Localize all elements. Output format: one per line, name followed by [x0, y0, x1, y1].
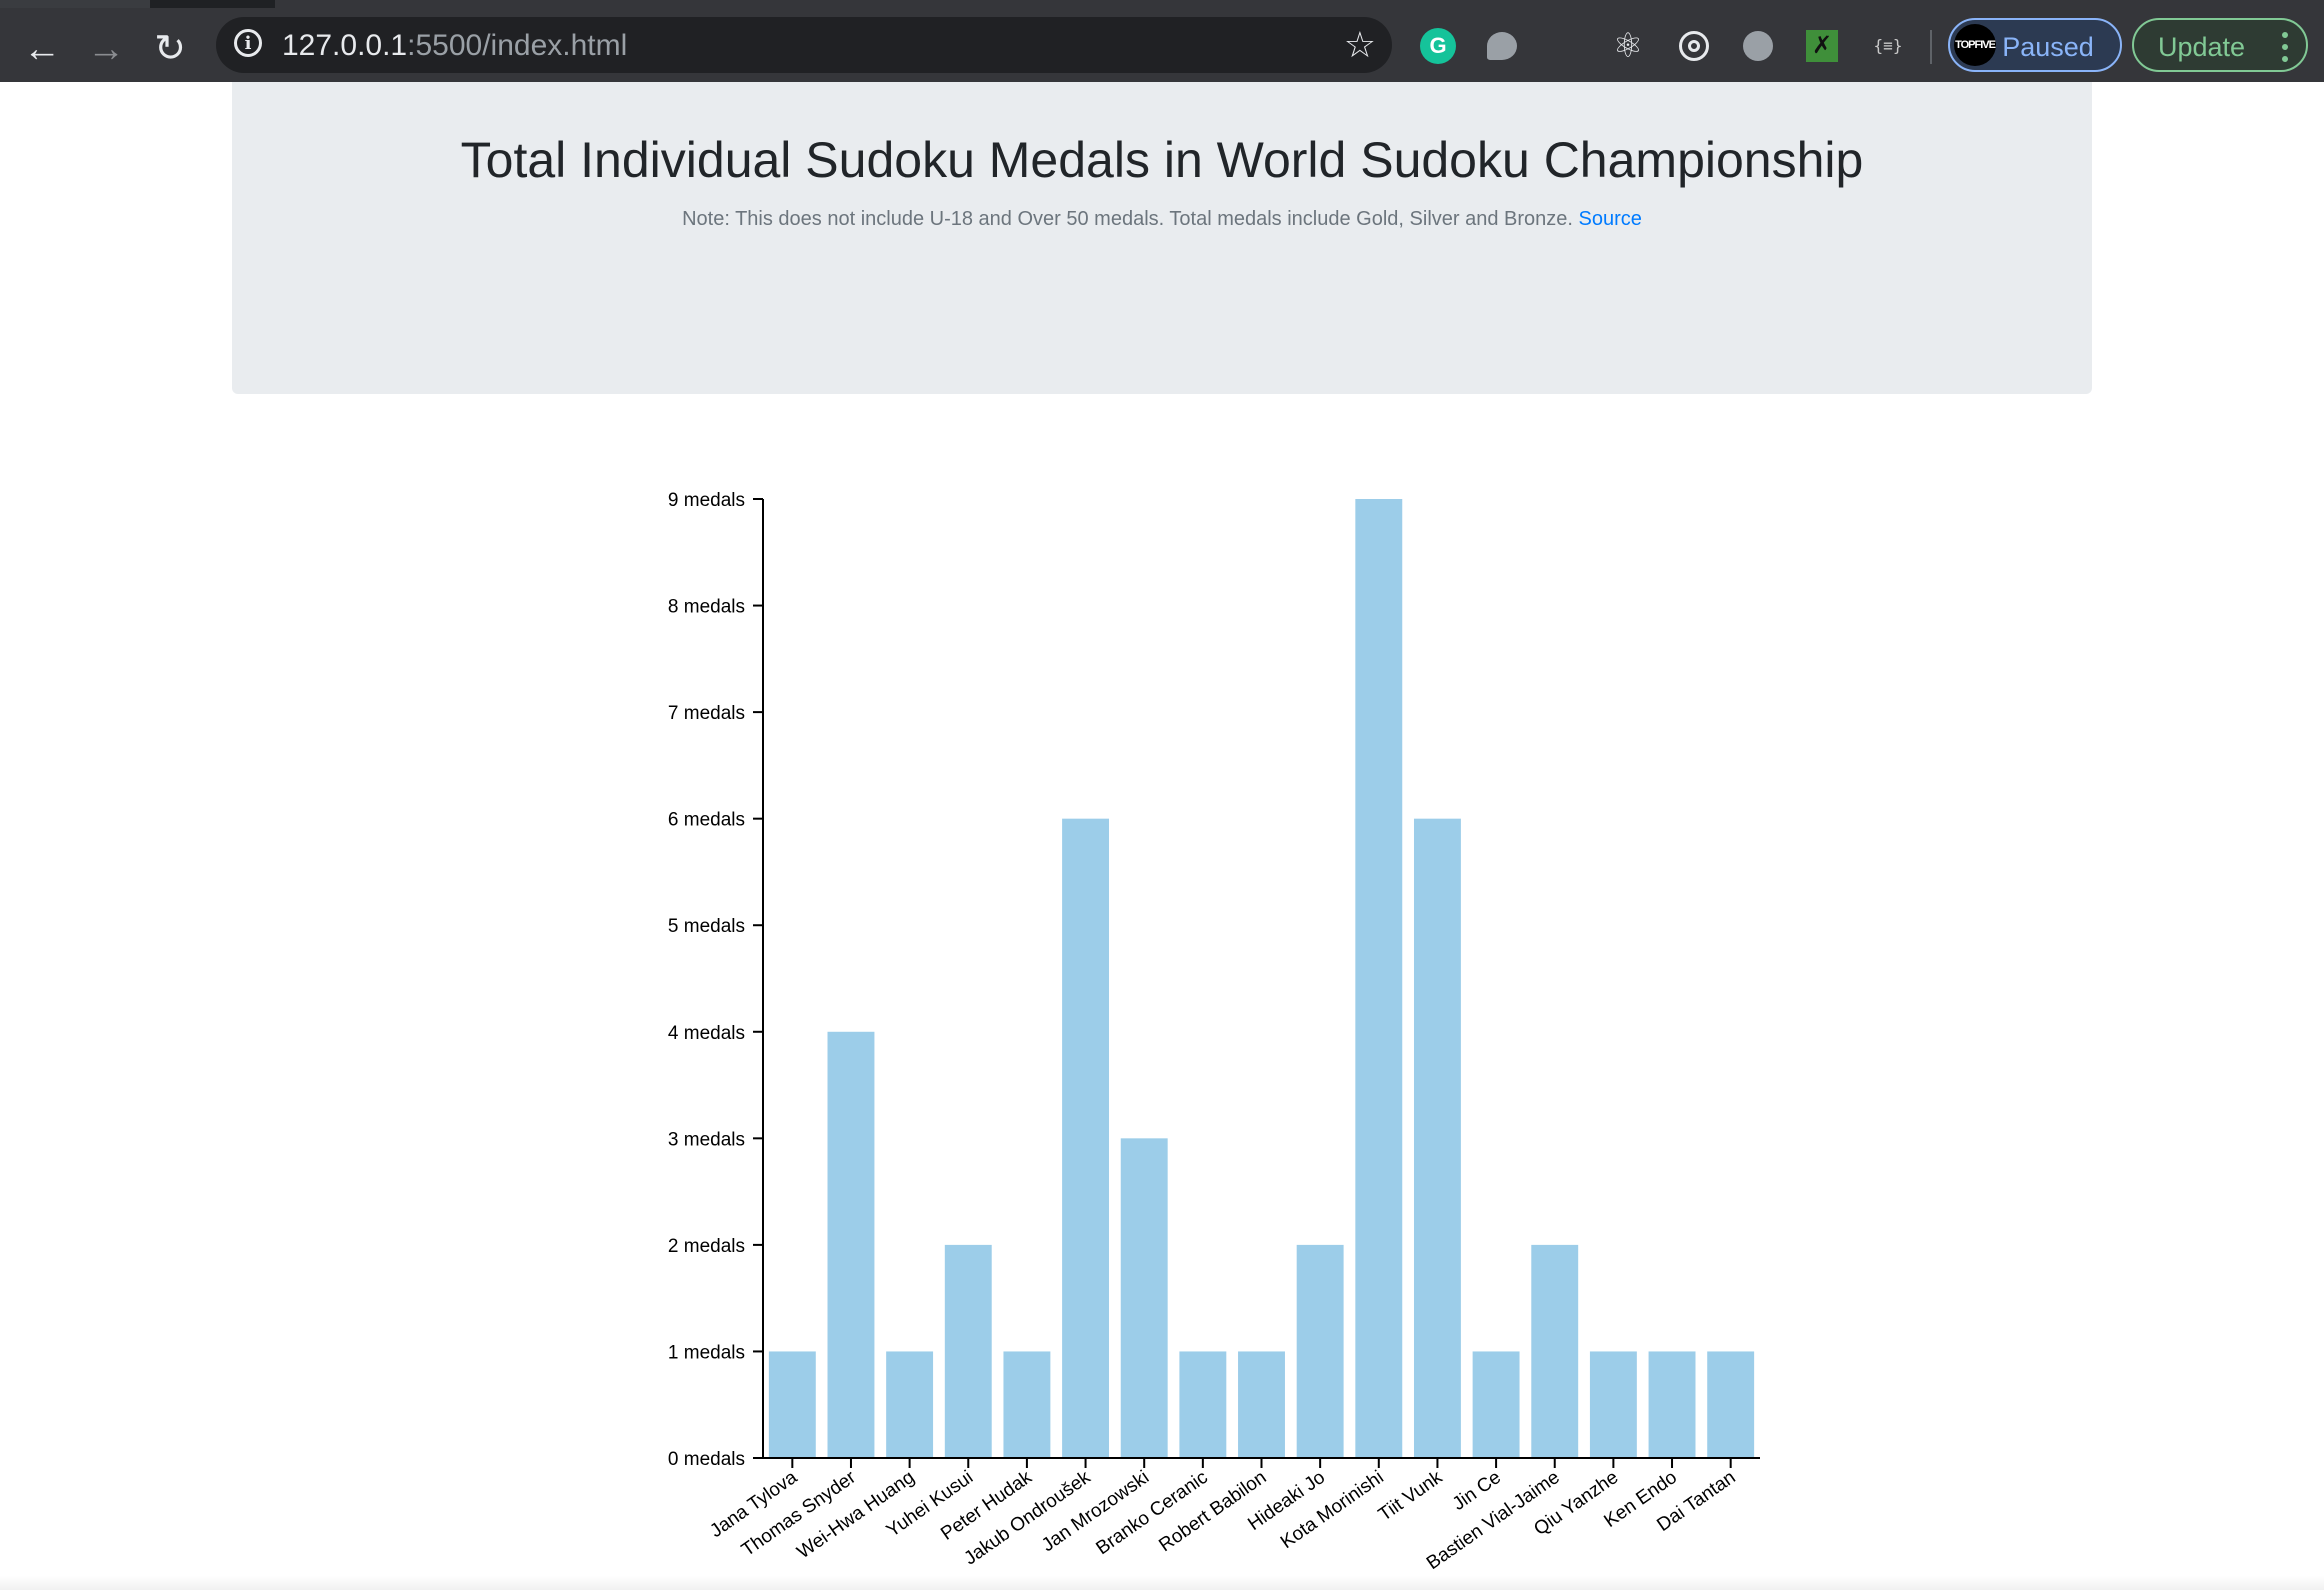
- tab-strip-background: [275, 0, 2324, 8]
- chart-bar: [1179, 1351, 1227, 1458]
- profile-button[interactable]: TOPFIVE Paused: [1948, 18, 2122, 72]
- speech-bubble-extension-icon[interactable]: [1484, 28, 1520, 64]
- reload-icon[interactable]: ↻: [154, 28, 186, 70]
- bookmark-star-icon[interactable]: ☆: [1343, 24, 1376, 65]
- source-link[interactable]: Source: [1578, 208, 1642, 230]
- profile-avatar: TOPFIVE: [1954, 24, 1996, 66]
- green-figure-extension-icon[interactable]: ✗: [1804, 28, 1840, 64]
- chart-bar: [1355, 499, 1403, 1458]
- y-tick-label: 4 medals: [668, 1023, 745, 1044]
- camera-extension-icon[interactable]: [1740, 28, 1776, 64]
- profile-status-label: Paused: [2002, 32, 2094, 62]
- chart-bar: [827, 1031, 875, 1458]
- active-tab-edge[interactable]: [0, 0, 150, 8]
- chart-bar: [768, 1351, 816, 1458]
- react-devtools-extension-icon[interactable]: ⚛: [1612, 27, 1644, 65]
- url-host: 127.0.0.1: [282, 29, 408, 62]
- grammarly-extension-icon[interactable]: G: [1420, 28, 1456, 64]
- url-text[interactable]: 127.0.0.1:5500/index.html: [282, 29, 627, 63]
- update-button[interactable]: Update: [2132, 18, 2308, 72]
- chart-bar: [1003, 1351, 1051, 1458]
- toolbar-separator: [1930, 30, 1932, 64]
- chart-bar: [1062, 818, 1110, 1458]
- json-viewer-extension-icon[interactable]: {≡}: [1873, 36, 1903, 55]
- update-label: Update: [2158, 32, 2246, 62]
- url-path: :5500/index.html: [407, 29, 628, 62]
- header-panel: Total Individual Sudoku Medals in World …: [232, 82, 2092, 394]
- y-tick-label: 1 medals: [668, 1342, 745, 1363]
- x-tick-label: Kota Morinishi: [1277, 1467, 1388, 1553]
- address-bar[interactable]: i 127.0.0.1:5500/index.html ☆: [216, 17, 1392, 73]
- forward-arrow-icon[interactable]: →: [87, 28, 125, 70]
- y-tick-label: 0 medals: [668, 1449, 745, 1470]
- page-content: Total Individual Sudoku Medals in World …: [0, 82, 2324, 1590]
- page-title: Total Individual Sudoku Medals in World …: [460, 132, 1864, 188]
- chart-bar: [1413, 818, 1461, 1458]
- window-bottom-edge: [0, 1576, 2324, 1590]
- chart-bar: [1472, 1351, 1520, 1458]
- chart-bar: [1648, 1351, 1696, 1458]
- y-tick-label: 5 medals: [668, 916, 745, 937]
- chart-bar: [1707, 1351, 1755, 1458]
- chart-bar: [1120, 1138, 1168, 1458]
- page-note: Note: This does not include U-18 and Ove…: [232, 206, 2092, 232]
- chart-bar: [1296, 1244, 1344, 1458]
- y-tick-label: 2 medals: [668, 1236, 745, 1257]
- tab-strip: [0, 0, 2324, 8]
- chart-bar: [1589, 1351, 1637, 1458]
- kebab-menu-icon[interactable]: [2282, 32, 2288, 62]
- x-tick-label: Tiit Vunk: [1375, 1467, 1447, 1526]
- site-info-icon[interactable]: i: [234, 29, 262, 57]
- chart-bar: [1238, 1351, 1285, 1458]
- y-tick-label: 8 medals: [668, 597, 745, 618]
- note-text: Note: This does not include U-18 and Ove…: [682, 208, 1579, 230]
- y-tick-label: 3 medals: [668, 1129, 745, 1150]
- chart-bar: [886, 1351, 934, 1458]
- y-tick-label: 6 medals: [668, 810, 745, 831]
- y-tick-label: 9 medals: [668, 490, 745, 511]
- browser-toolbar: ← → ↻ i 127.0.0.1:5500/index.html ☆ G ⚛ …: [0, 8, 2324, 82]
- chart-bar: [944, 1244, 992, 1458]
- back-arrow-icon[interactable]: ←: [23, 28, 61, 70]
- medals-bar-chart: 0 medals 1 medals 2 medals 3 medals 4 medals…: [668, 490, 1760, 1574]
- y-tick-label: 7 medals: [668, 703, 745, 724]
- target-extension-icon[interactable]: [1676, 28, 1712, 64]
- chart-bar: [1531, 1244, 1579, 1458]
